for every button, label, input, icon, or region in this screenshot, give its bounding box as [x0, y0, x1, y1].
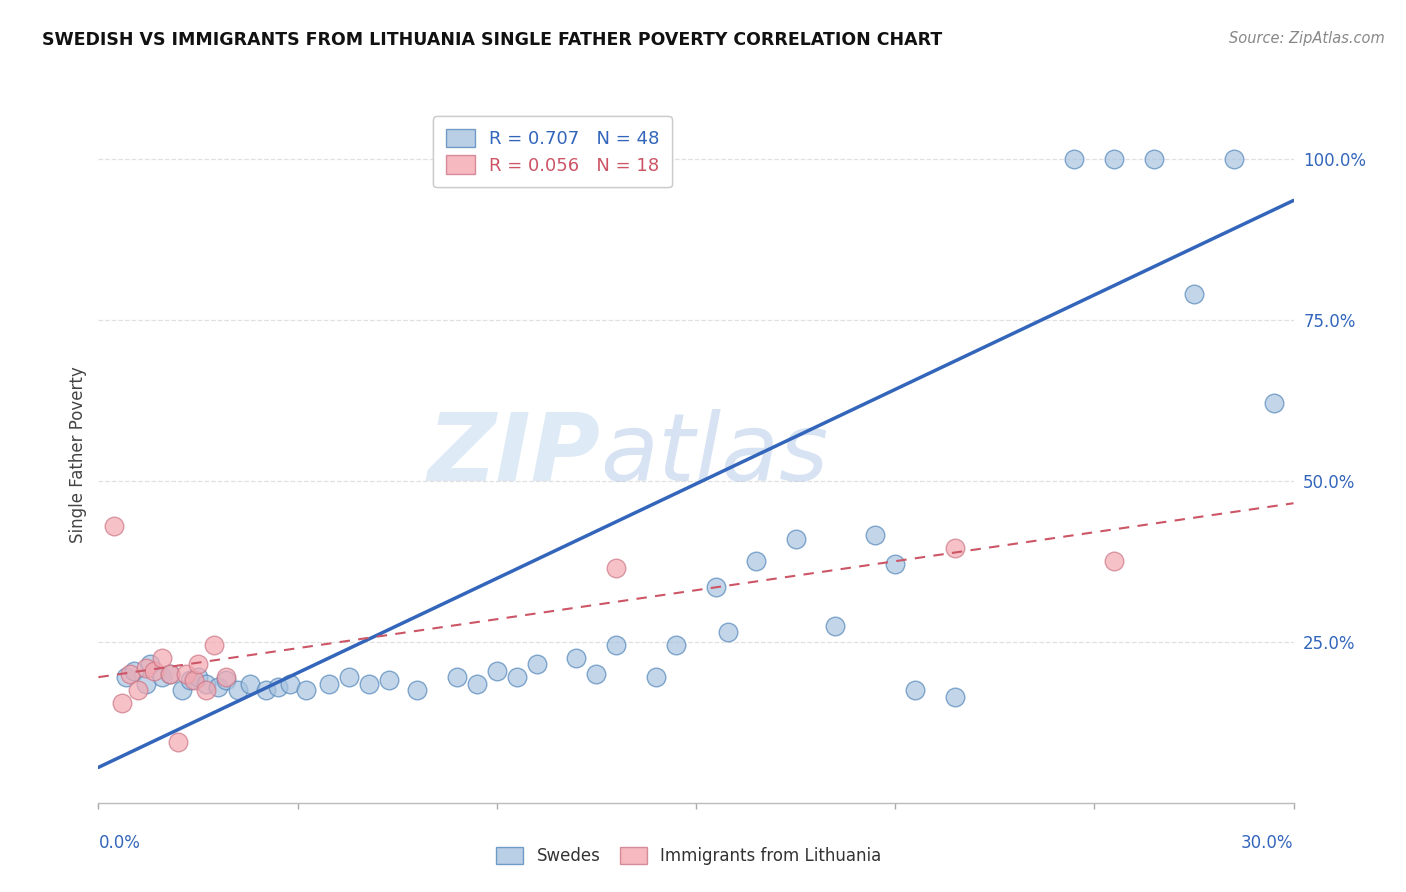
Point [267, 680, 290, 694]
Point [446, 670, 468, 684]
Point [1222, 152, 1246, 166]
Point [585, 667, 607, 681]
Point [485, 664, 508, 678]
Point [226, 683, 249, 698]
Point [645, 670, 668, 684]
Point [135, 660, 157, 674]
Point [111, 696, 134, 710]
Point [378, 673, 401, 688]
Point [1102, 554, 1125, 568]
Point [294, 683, 316, 698]
Point [665, 638, 688, 652]
Point [194, 683, 218, 698]
Point [150, 670, 173, 684]
Point [1263, 396, 1285, 410]
Point [943, 690, 966, 704]
Point [1102, 152, 1125, 166]
Point [174, 667, 197, 681]
Point [1063, 152, 1085, 166]
Text: Source: ZipAtlas.com: Source: ZipAtlas.com [1229, 31, 1385, 46]
Text: 30.0%: 30.0% [1241, 834, 1294, 852]
Legend: R = 0.707   N = 48, R = 0.056   N = 18: R = 0.707 N = 48, R = 0.056 N = 18 [433, 116, 672, 187]
Point [194, 676, 218, 690]
Point [406, 683, 429, 698]
Point [745, 554, 768, 568]
Point [172, 683, 194, 698]
Text: SWEDISH VS IMMIGRANTS FROM LITHUANIA SINGLE FATHER POVERTY CORRELATION CHART: SWEDISH VS IMMIGRANTS FROM LITHUANIA SIN… [42, 31, 942, 49]
Point [526, 657, 548, 672]
Point [115, 670, 138, 684]
Point [187, 657, 209, 672]
Point [605, 638, 627, 652]
Y-axis label: Single Father Poverty: Single Father Poverty [69, 367, 87, 543]
Point [120, 667, 142, 681]
Point [135, 676, 157, 690]
Point [103, 518, 125, 533]
Text: 0.0%: 0.0% [98, 834, 141, 852]
Point [863, 528, 886, 542]
Point [150, 651, 173, 665]
Point [124, 664, 146, 678]
Point [318, 676, 340, 690]
Point [943, 541, 966, 556]
Point [359, 676, 381, 690]
Point [465, 676, 488, 690]
Point [179, 673, 201, 688]
Text: ZIP: ZIP [427, 409, 600, 501]
Point [167, 734, 190, 748]
Point [704, 580, 727, 594]
Point [884, 558, 907, 572]
Point [202, 638, 225, 652]
Point [605, 560, 627, 574]
Point [506, 670, 529, 684]
Point [159, 667, 181, 681]
Point [904, 683, 927, 698]
Point [239, 676, 262, 690]
Point [278, 676, 301, 690]
Point [1182, 286, 1205, 301]
Point [207, 680, 229, 694]
Point [215, 673, 238, 688]
Point [127, 683, 149, 698]
Point [187, 670, 209, 684]
Point [254, 683, 277, 698]
Point [215, 670, 238, 684]
Point [143, 664, 166, 678]
Point [1143, 152, 1166, 166]
Point [717, 625, 740, 640]
Legend: Swedes, Immigrants from Lithuania: Swedes, Immigrants from Lithuania [486, 837, 891, 875]
Text: atlas: atlas [600, 409, 828, 500]
Point [339, 670, 360, 684]
Point [139, 657, 162, 672]
Point [159, 667, 181, 681]
Point [183, 673, 205, 688]
Point [785, 532, 807, 546]
Point [565, 651, 588, 665]
Point [824, 618, 846, 632]
